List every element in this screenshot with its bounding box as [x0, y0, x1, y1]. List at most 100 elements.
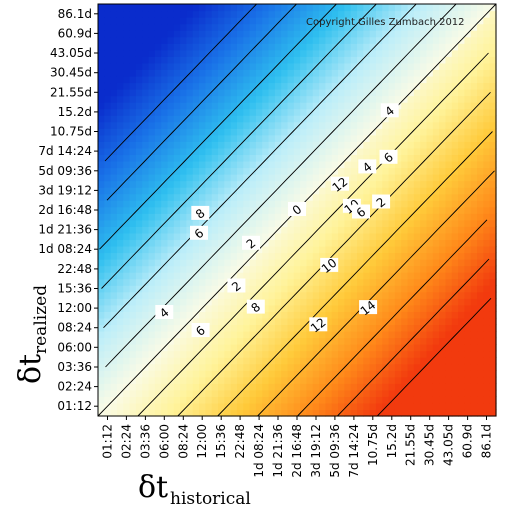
heatmap-cell — [173, 304, 181, 312]
heatmap-cell — [243, 311, 251, 319]
heatmap-cell — [477, 337, 484, 345]
heatmap-cell — [489, 219, 497, 227]
heatmap-cell — [432, 193, 440, 201]
heatmap-cell — [129, 291, 137, 299]
heatmap-cell — [388, 115, 396, 123]
heatmap-cell — [451, 226, 459, 234]
heatmap-cell — [211, 396, 219, 404]
heatmap-cell — [262, 69, 270, 77]
heatmap-cell — [287, 115, 295, 123]
heatmap-cell — [180, 239, 188, 247]
heatmap-cell — [489, 311, 497, 319]
heatmap-cell — [477, 363, 484, 371]
heatmap-cell — [249, 402, 257, 411]
heatmap-cell — [192, 219, 200, 227]
heatmap-cell — [439, 108, 447, 116]
heatmap-cell — [445, 232, 453, 241]
heatmap-cell — [287, 324, 295, 332]
heatmap-cell — [110, 167, 118, 175]
heatmap-cell — [375, 363, 383, 371]
heatmap-cell — [357, 265, 364, 273]
heatmap-cell — [274, 141, 282, 149]
heatmap-cell — [451, 330, 459, 339]
heatmap-cell — [489, 324, 497, 332]
heatmap-cell — [135, 219, 143, 227]
heatmap-cell — [98, 4, 105, 12]
heatmap-cell — [180, 115, 188, 123]
heatmap-cell — [445, 317, 453, 326]
heatmap-cell — [167, 206, 175, 214]
heatmap-cell — [192, 147, 200, 156]
heatmap-cell — [439, 62, 447, 70]
heatmap-cell — [243, 324, 251, 332]
heatmap-cell — [154, 121, 162, 129]
heatmap-cell — [407, 226, 415, 234]
heatmap-cell — [464, 370, 472, 378]
heatmap-cell — [338, 311, 345, 319]
heatmap-cell — [186, 219, 194, 227]
heatmap-cell — [369, 337, 377, 345]
heatmap-cell — [489, 389, 497, 397]
heatmap-cell — [218, 370, 225, 378]
heatmap-cell — [230, 36, 238, 44]
heatmap-cell — [350, 330, 358, 339]
heatmap-cell — [464, 17, 472, 25]
heatmap-cell — [325, 56, 333, 64]
heatmap-cell — [375, 102, 383, 110]
heatmap-cell — [148, 239, 156, 247]
heatmap-cell — [350, 69, 358, 77]
heatmap-cell — [167, 121, 175, 129]
heatmap-cell — [110, 291, 118, 299]
heatmap-cell — [116, 213, 124, 221]
heatmap-cell — [306, 383, 314, 391]
y-tick-label: 3d 19:12 — [38, 183, 92, 197]
heatmap-cell — [394, 291, 402, 299]
heatmap-cell — [243, 200, 251, 208]
heatmap-cell — [483, 304, 491, 312]
heatmap-cell — [458, 344, 466, 352]
heatmap-cell — [161, 69, 169, 77]
heatmap-cell — [344, 128, 352, 136]
heatmap-cell — [350, 75, 358, 84]
heatmap-cell — [445, 370, 453, 378]
heatmap-cell — [325, 337, 333, 345]
heatmap-cell — [255, 402, 263, 411]
heatmap-cell — [104, 383, 112, 391]
heatmap-cell — [375, 350, 383, 358]
heatmap-cell — [489, 75, 497, 84]
heatmap-cell — [420, 154, 428, 162]
heatmap-cell — [255, 193, 263, 201]
heatmap-cell — [142, 298, 150, 306]
heatmap-cell — [98, 43, 105, 51]
heatmap-cell — [363, 219, 371, 227]
heatmap-cell — [426, 43, 434, 51]
heatmap-cell — [104, 82, 112, 90]
heatmap-cell — [338, 56, 345, 64]
heatmap-cell — [464, 36, 472, 44]
heatmap-cell — [432, 95, 440, 103]
contour-label: 2 — [372, 194, 391, 210]
heatmap-cell — [180, 285, 188, 293]
heatmap-cell — [312, 4, 320, 12]
heatmap-cell — [388, 23, 396, 31]
heatmap-cell — [344, 344, 352, 352]
heatmap-cell — [300, 17, 308, 25]
heatmap-cell — [350, 134, 358, 142]
heatmap-cell — [287, 10, 295, 18]
heatmap-cell — [477, 30, 484, 38]
contour-label: 8 — [246, 299, 265, 315]
heatmap-cell — [394, 36, 402, 44]
heatmap-cell — [154, 23, 162, 31]
heatmap-cell — [483, 239, 491, 247]
heatmap-cell — [331, 285, 339, 293]
heatmap-cell — [287, 239, 295, 247]
heatmap-cell — [224, 36, 232, 44]
heatmap-cell — [382, 370, 390, 378]
heatmap-cell — [167, 200, 175, 208]
heatmap-cell — [375, 376, 383, 384]
heatmap-cell — [116, 206, 124, 214]
heatmap-cell — [483, 330, 491, 339]
heatmap-cell — [407, 344, 415, 352]
heatmap-cell — [173, 252, 181, 260]
heatmap-cell — [388, 396, 396, 404]
